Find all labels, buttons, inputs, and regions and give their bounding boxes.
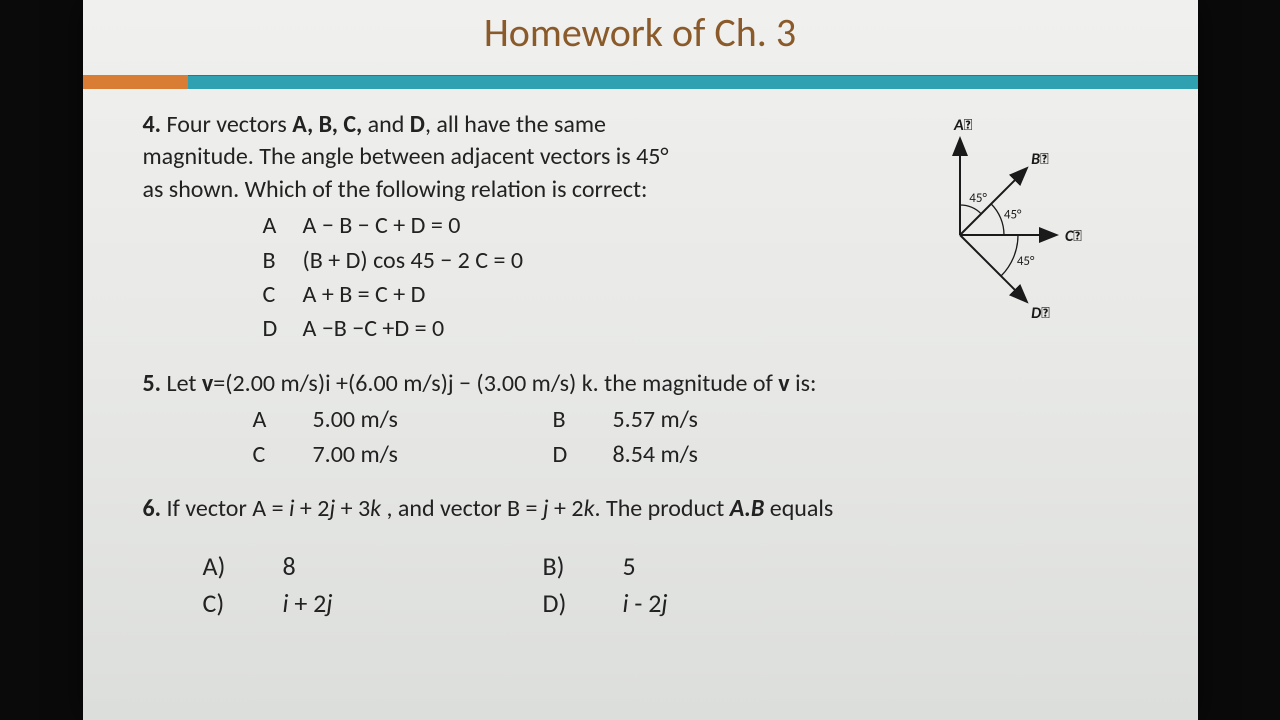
q4-line2: magnitude. The angle between adjacent ve… [143, 141, 928, 173]
q6-k2: k [584, 494, 595, 523]
bar-segment-orange [83, 75, 188, 89]
q4-line1: 4. Four vectors A, B, C, and D, all have… [143, 109, 928, 141]
q6-C-j: j [326, 587, 332, 619]
q5-opt-D-text: 8.54 m/s [613, 439, 813, 471]
q6-m5: . The product [595, 494, 730, 523]
q6-C-p: + 2 [294, 587, 326, 619]
q5-opt-C-label: C [253, 439, 313, 471]
q6-opt-A-label: A) [203, 549, 283, 584]
q5-v1: v [202, 369, 213, 398]
question-5: 5. Let v=(2.00 m/s)i +(6.00 m/s)j − (3.0… [143, 368, 1158, 471]
q4-opt-A-label: A [263, 210, 303, 242]
question-4: 4. Four vectors A, B, C, and D, all have… [143, 109, 1158, 346]
q4-bold2: D [410, 110, 425, 139]
q6-D-j: j [661, 587, 667, 619]
content-area: 4. Four vectors A, B, C, and D, all have… [83, 89, 1198, 621]
q5-opt-B-text: 5.57 m/s [613, 404, 813, 436]
q6-opt-B-text: 5 [623, 549, 803, 584]
q6-pre: If vector A = [161, 494, 289, 523]
q6-m3: , and vector B = [387, 494, 543, 523]
divider-bar [83, 75, 1198, 89]
q6-m1: + 2 [300, 494, 330, 523]
svg-text:45°: 45° [1003, 207, 1021, 222]
q5-number: 5. [143, 369, 162, 398]
q4-bold1: A, B, C, [292, 110, 362, 139]
q6-opt-C-label: C) [203, 586, 283, 621]
q4-opt-C-label: C [263, 279, 303, 311]
slide-title: Homework of Ch. 3 [83, 0, 1198, 57]
q6-opt-C-text: i + 2j [283, 586, 543, 621]
q4-opt-D-text: A −B −C +D = 0 [303, 313, 928, 345]
q4-opt-B-text: (B + D) cos 45 − 2 C = 0 [303, 245, 928, 277]
q6-tail: equals [764, 494, 833, 523]
question-6: 6. If vector A = i + 2j + 3k , and vecto… [143, 493, 1158, 622]
q4-opt-B-label: B [263, 245, 303, 277]
q5-stem: 5. Let v=(2.00 m/s)i +(6.00 m/s)j − (3.0… [143, 368, 1158, 400]
q4-opt-A-text: A − B − C + D = 0 [303, 210, 928, 242]
q6-D-p: - 2 [634, 587, 661, 619]
q5-opt-B-label: B [553, 404, 613, 436]
bar-segment-teal [188, 75, 1198, 89]
q4-tail1: , all have the same [425, 110, 606, 139]
q6-prod: A.B [730, 494, 765, 523]
q4-mid1: and [362, 110, 410, 139]
q4-opt-C-text: A + B = C + D [303, 279, 928, 311]
q6-opt-D-label: D) [543, 586, 623, 621]
slide: Homework of Ch. 3 4. Four vectors A, B, … [83, 0, 1198, 720]
q4-line3: as shown. Which of the following relatio… [143, 174, 928, 206]
q5-v2: v [778, 369, 789, 398]
q6-i1: i [289, 494, 300, 523]
svg-text:C⃗: C⃗ [1065, 227, 1081, 246]
q5-tail: is: [790, 369, 817, 398]
q5-pre: Let [161, 369, 202, 398]
q4-options: A A − B − C + D = 0 B (B + D) cos 45 − 2… [263, 210, 928, 346]
q6-j1: j [329, 494, 340, 523]
q6-m2: + 3 [341, 494, 371, 523]
q6-stem: 6. If vector A = i + 2j + 3k , and vecto… [143, 493, 1158, 525]
q5-expr: =(2.00 m/s)i +(6.00 m/s)j − (3.00 m/s) k… [213, 369, 778, 398]
svg-text:A⃗: A⃗ [953, 116, 972, 135]
q6-C-i: i [283, 587, 295, 619]
q6-D-i: i [623, 587, 635, 619]
q6-number: 6. [143, 494, 162, 523]
q6-options: A) 8 B) 5 C) i + 2j D) i - 2j [203, 549, 1158, 621]
svg-text:D⃗: D⃗ [1031, 304, 1049, 323]
q6-opt-A-text: 8 [283, 549, 543, 584]
q5-opt-C-text: 7.00 m/s [313, 439, 553, 471]
q6-opt-D-text: i - 2j [623, 586, 803, 621]
q6-m4: + 2 [554, 494, 584, 523]
q4-pre: Four vectors [161, 110, 292, 139]
q6-k1: k [370, 494, 386, 523]
svg-text:B⃗: B⃗ [1031, 150, 1048, 169]
svg-text:45°: 45° [969, 191, 987, 206]
q5-opt-A-text: 5.00 m/s [313, 404, 553, 436]
q5-options: A 5.00 m/s B 5.57 m/s C 7.00 m/s D 8.54 … [253, 404, 1158, 471]
q5-opt-A-label: A [253, 404, 313, 436]
q4-number: 4. [143, 110, 162, 139]
q4-opt-D-label: D [263, 313, 303, 345]
svg-text:45°: 45° [1016, 254, 1034, 269]
q5-opt-D-label: D [553, 439, 613, 471]
vector-diagram: A⃗ B⃗ C⃗ D⃗ 45° 45° 45° [890, 105, 1110, 325]
q6-opt-B-label: B) [543, 549, 623, 584]
q6-j2: j [543, 494, 554, 523]
